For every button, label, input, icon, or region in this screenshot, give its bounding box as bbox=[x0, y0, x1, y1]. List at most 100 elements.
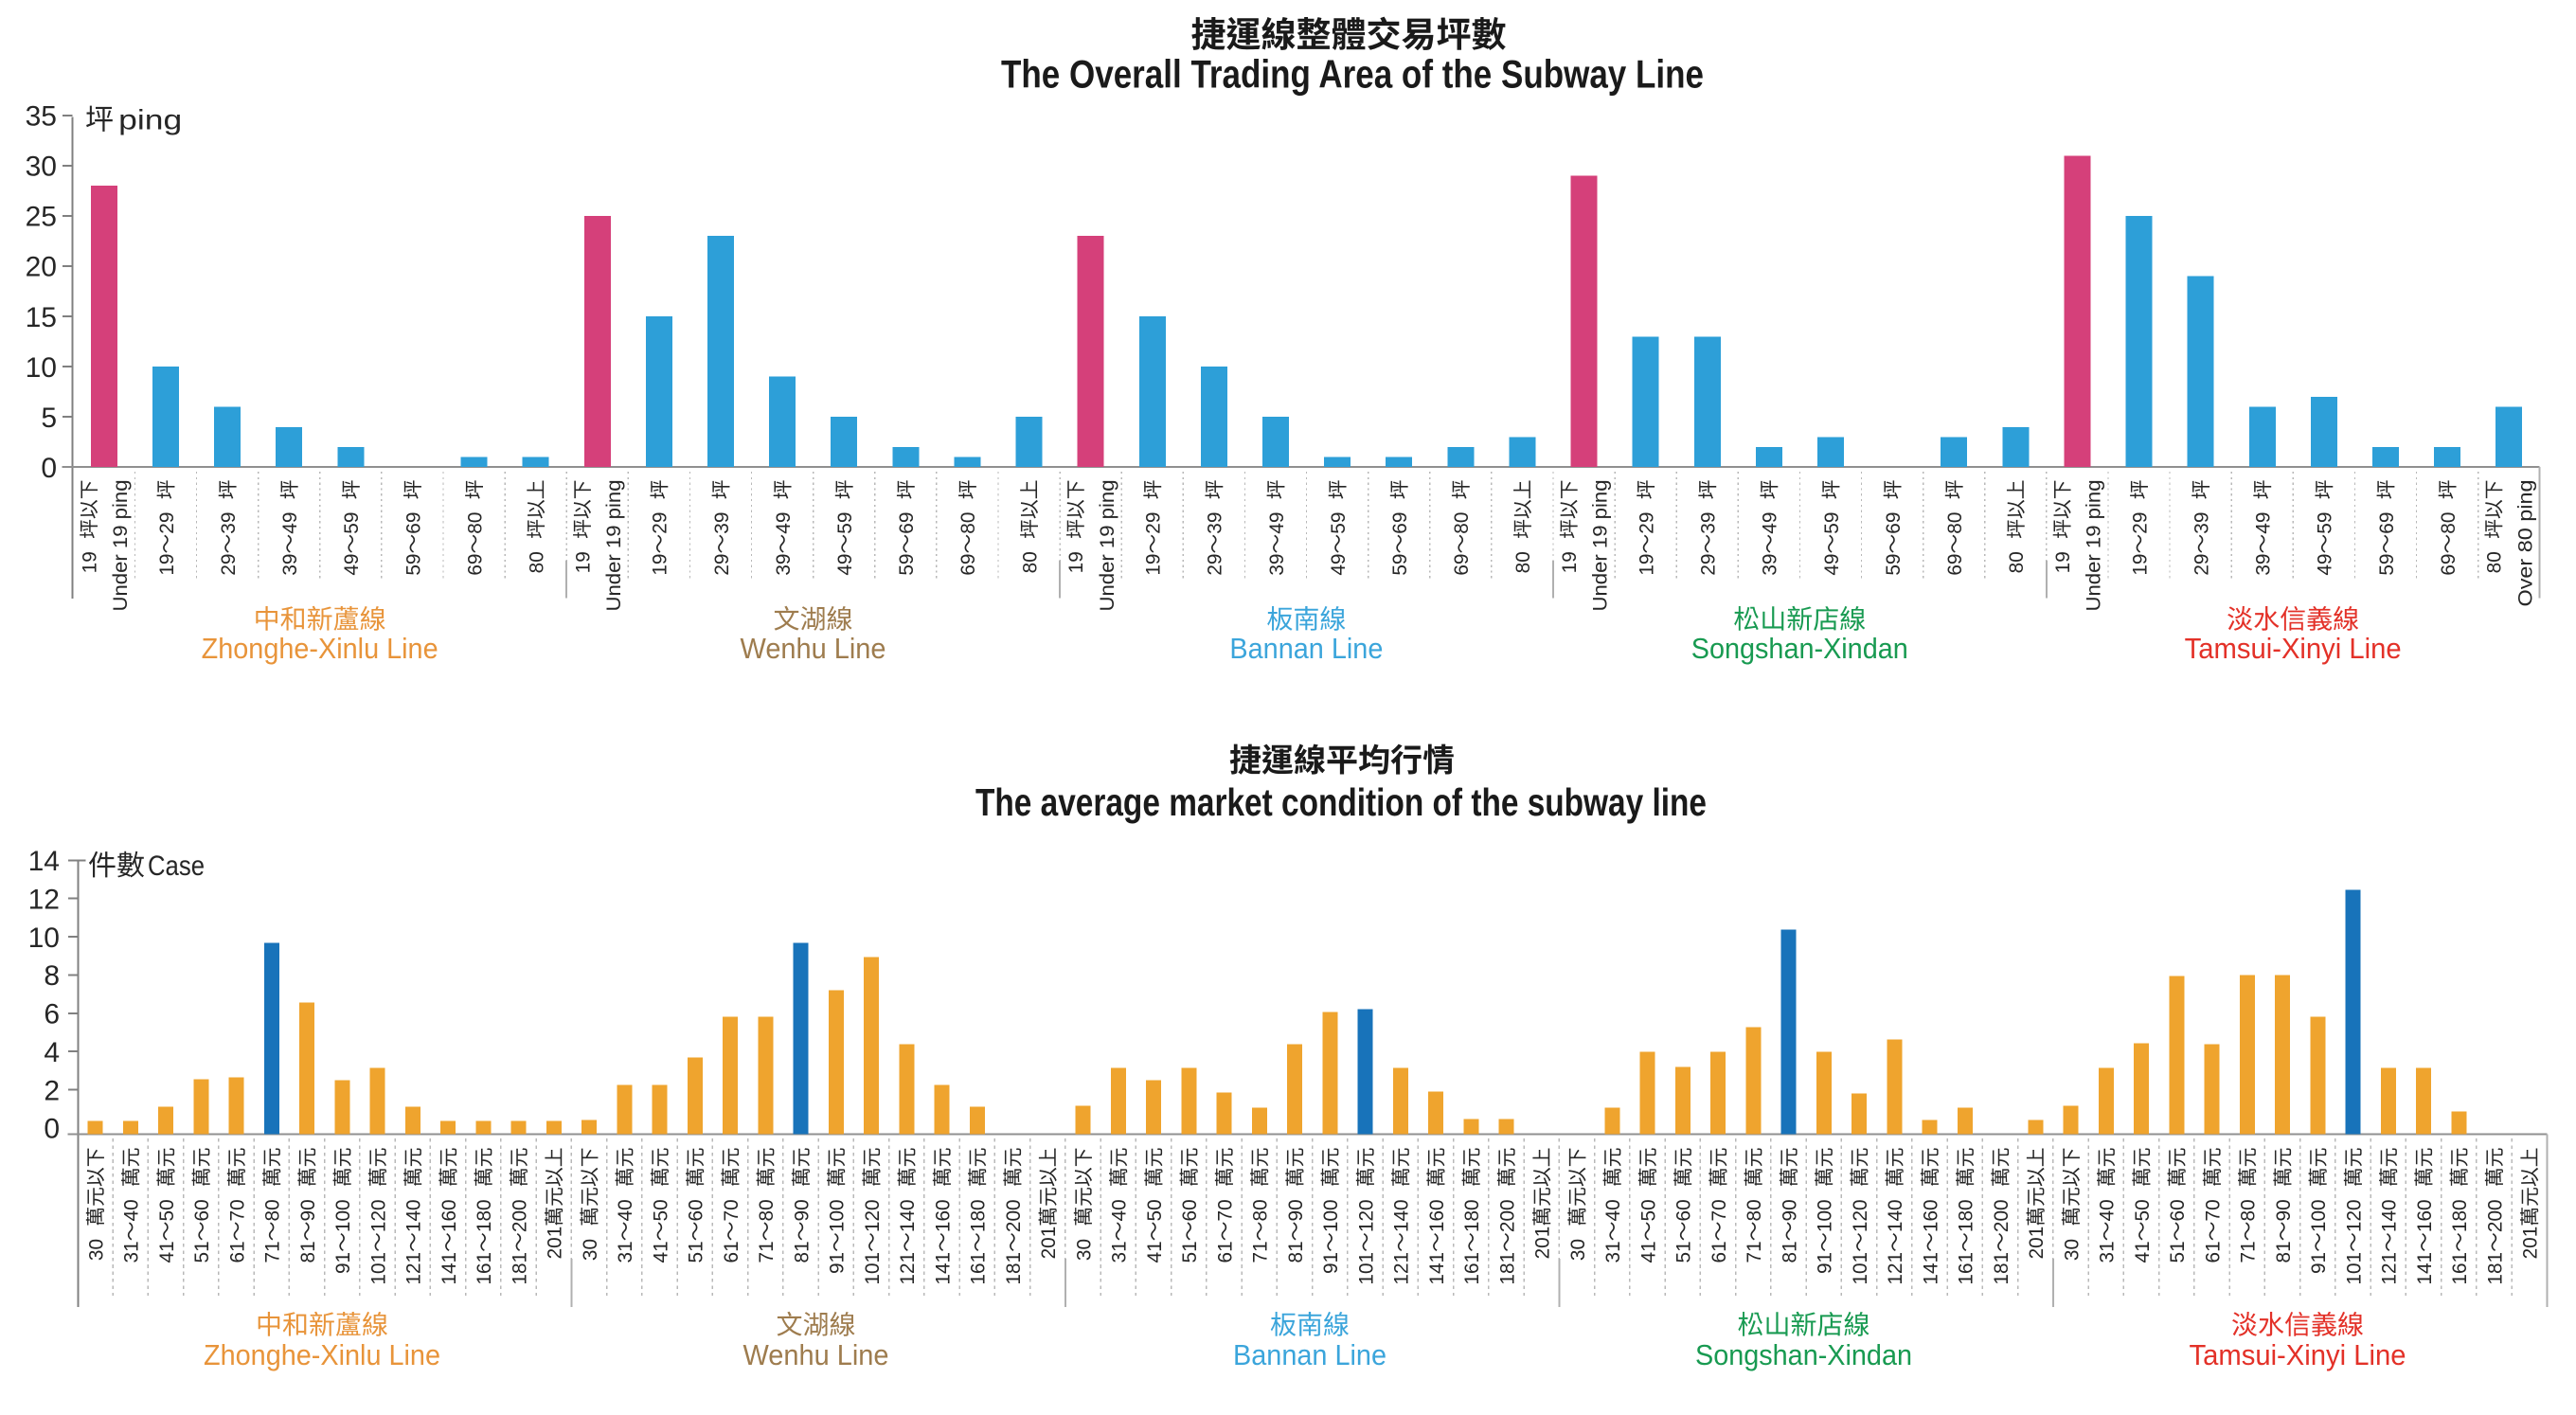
svg-text:59: 59 bbox=[2376, 554, 2398, 576]
svg-text:161: 161 bbox=[2449, 1252, 2471, 1285]
svg-text:39: 39 bbox=[2191, 512, 2212, 534]
svg-text:51: 51 bbox=[1179, 1241, 1201, 1263]
svg-text:60: 60 bbox=[2167, 1199, 2189, 1221]
svg-text:10: 10 bbox=[28, 922, 60, 954]
svg-text:30: 30 bbox=[26, 152, 57, 183]
svg-text:2: 2 bbox=[44, 1075, 60, 1106]
svg-text:40: 40 bbox=[1602, 1199, 1624, 1221]
svg-text:180: 180 bbox=[2449, 1199, 2471, 1232]
svg-text:70: 70 bbox=[1214, 1199, 1236, 1221]
svg-text:19: 19 bbox=[1065, 551, 1087, 573]
svg-text:39: 39 bbox=[1205, 512, 1226, 534]
svg-text:49: 49 bbox=[2315, 554, 2336, 576]
svg-text:19: 19 bbox=[156, 554, 178, 576]
svg-text:Tamsui-Xinyi Line: Tamsui-Xinyi Line bbox=[2190, 1338, 2406, 1371]
svg-text:ping: ping bbox=[118, 105, 182, 136]
svg-text:49: 49 bbox=[1821, 554, 1843, 576]
svg-text:81: 81 bbox=[297, 1241, 319, 1263]
svg-text:30: 30 bbox=[580, 1239, 601, 1261]
svg-text:70: 70 bbox=[226, 1199, 248, 1221]
svg-text:120: 120 bbox=[367, 1199, 389, 1232]
svg-text:181: 181 bbox=[1991, 1252, 2012, 1285]
svg-text:19: 19 bbox=[2129, 554, 2151, 576]
svg-text:29: 29 bbox=[218, 554, 240, 576]
svg-text:61: 61 bbox=[1214, 1241, 1236, 1263]
svg-text:81: 81 bbox=[2273, 1241, 2295, 1263]
svg-text:31: 31 bbox=[615, 1241, 636, 1263]
svg-text:90: 90 bbox=[1285, 1199, 1307, 1221]
svg-text:29: 29 bbox=[650, 512, 671, 534]
svg-text:39: 39 bbox=[279, 554, 301, 576]
svg-text:140: 140 bbox=[2379, 1199, 2401, 1232]
svg-text:200: 200 bbox=[1003, 1199, 1025, 1232]
svg-text:50: 50 bbox=[1637, 1199, 1659, 1221]
svg-text:39: 39 bbox=[711, 512, 733, 534]
svg-text:80: 80 bbox=[1512, 551, 1534, 573]
svg-text:91: 91 bbox=[1815, 1252, 1836, 1274]
svg-text:141: 141 bbox=[932, 1252, 954, 1285]
svg-text:60: 60 bbox=[1179, 1199, 1201, 1221]
svg-text:161: 161 bbox=[1461, 1252, 1483, 1285]
svg-text:100: 100 bbox=[1815, 1199, 1836, 1232]
svg-text:180: 180 bbox=[1461, 1199, 1483, 1232]
svg-text:61: 61 bbox=[1708, 1241, 1730, 1263]
svg-text:69: 69 bbox=[2376, 512, 2398, 534]
svg-text:25: 25 bbox=[26, 202, 57, 233]
svg-text:19: 19 bbox=[1559, 551, 1581, 573]
svg-text:91: 91 bbox=[827, 1252, 849, 1274]
svg-text:61: 61 bbox=[226, 1241, 248, 1263]
svg-text:120: 120 bbox=[1850, 1199, 1871, 1232]
svg-text:80: 80 bbox=[957, 512, 979, 534]
svg-text:59: 59 bbox=[2315, 512, 2336, 534]
svg-text:4: 4 bbox=[44, 1037, 60, 1068]
svg-text:51: 51 bbox=[686, 1241, 707, 1263]
svg-text:160: 160 bbox=[1920, 1199, 1941, 1232]
svg-text:201: 201 bbox=[2026, 1227, 2048, 1260]
svg-text:120: 120 bbox=[2343, 1199, 2365, 1232]
svg-text:49: 49 bbox=[834, 554, 856, 576]
svg-text:59: 59 bbox=[341, 512, 363, 534]
svg-text:19: 19 bbox=[572, 551, 594, 573]
svg-text:Under 19 ping: Under 19 ping bbox=[1590, 480, 1612, 612]
svg-text:101: 101 bbox=[862, 1252, 884, 1285]
svg-text:180: 180 bbox=[1956, 1199, 1977, 1232]
svg-text:181: 181 bbox=[1496, 1252, 1518, 1285]
svg-text:69: 69 bbox=[1944, 554, 1966, 576]
svg-text:101: 101 bbox=[1355, 1252, 1377, 1285]
svg-text:49: 49 bbox=[279, 512, 301, 534]
svg-text:31: 31 bbox=[1602, 1241, 1624, 1263]
svg-text:71: 71 bbox=[1744, 1241, 1765, 1263]
svg-text:80: 80 bbox=[1744, 1199, 1765, 1221]
svg-text:39: 39 bbox=[1760, 554, 1781, 576]
svg-text:39: 39 bbox=[1266, 554, 1288, 576]
svg-text:70: 70 bbox=[2202, 1199, 2224, 1221]
svg-text:80: 80 bbox=[756, 1199, 778, 1221]
svg-text:29: 29 bbox=[156, 512, 178, 534]
svg-text:39: 39 bbox=[218, 512, 240, 534]
svg-text:80: 80 bbox=[2438, 512, 2460, 534]
svg-text:141: 141 bbox=[2414, 1252, 2436, 1285]
svg-text:Songshan-Xindan: Songshan-Xindan bbox=[1695, 1338, 1912, 1371]
svg-text:Under 19 ping: Under 19 ping bbox=[1097, 480, 1118, 612]
svg-text:141: 141 bbox=[438, 1252, 460, 1285]
svg-text:Case: Case bbox=[148, 851, 205, 882]
svg-text:71: 71 bbox=[756, 1241, 778, 1263]
svg-text:69: 69 bbox=[1883, 512, 1905, 534]
svg-text:49: 49 bbox=[341, 554, 363, 576]
svg-text:31: 31 bbox=[2097, 1241, 2119, 1263]
svg-text:60: 60 bbox=[191, 1199, 213, 1221]
svg-text:50: 50 bbox=[1144, 1199, 1166, 1221]
svg-text:19: 19 bbox=[1143, 554, 1165, 576]
svg-text:61: 61 bbox=[721, 1241, 742, 1263]
svg-text:41: 41 bbox=[650, 1241, 671, 1263]
svg-text:49: 49 bbox=[2253, 512, 2275, 534]
svg-text:59: 59 bbox=[1883, 554, 1905, 576]
svg-text:80: 80 bbox=[526, 551, 547, 573]
svg-text:80: 80 bbox=[2238, 1199, 2260, 1221]
svg-text:49: 49 bbox=[1328, 554, 1350, 576]
svg-text:201: 201 bbox=[1532, 1227, 1554, 1260]
svg-text:19: 19 bbox=[650, 554, 671, 576]
svg-text:201: 201 bbox=[2520, 1227, 2542, 1260]
svg-text:120: 120 bbox=[862, 1199, 884, 1232]
svg-text:140: 140 bbox=[403, 1199, 425, 1232]
